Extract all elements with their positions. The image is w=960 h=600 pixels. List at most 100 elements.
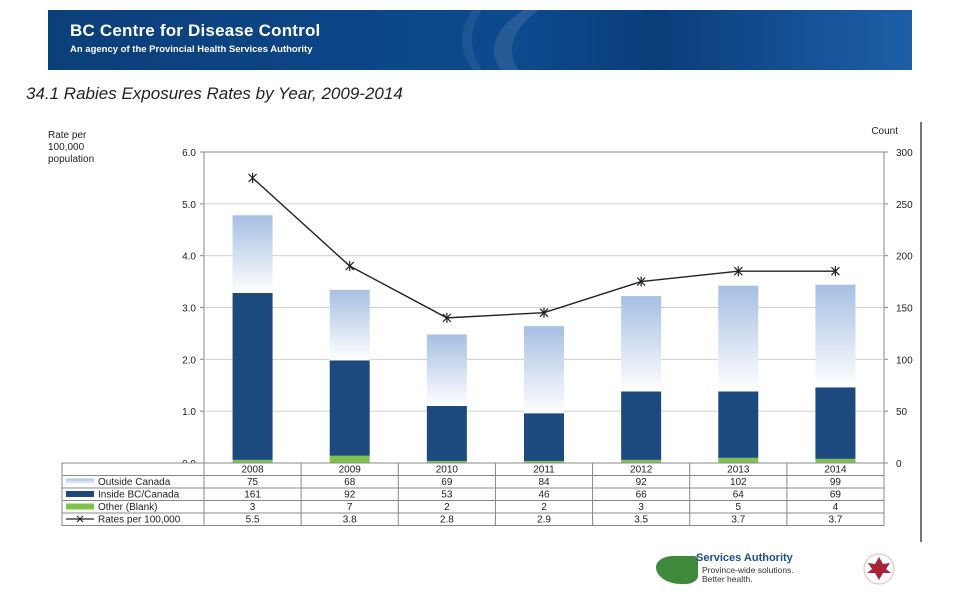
bar-outside-canada	[232, 215, 273, 293]
table-cell: 46	[538, 490, 550, 501]
y-tick-right: 250	[896, 200, 913, 211]
table-cell: 3	[638, 502, 644, 513]
table-cell: 66	[636, 490, 648, 501]
bar-other-blank	[329, 455, 370, 463]
table-cell: 5.5	[246, 515, 260, 526]
phsa-logo: Services Authority Province-wide solutio…	[654, 552, 814, 586]
x-tick-label: 2009	[339, 465, 362, 476]
y-tick-right: 300	[896, 148, 913, 159]
rate-point	[539, 307, 549, 318]
table-cell: 68	[344, 477, 356, 488]
bar-other-blank	[718, 457, 759, 463]
rate-point	[442, 312, 452, 323]
legend-label: Rates per 100,000	[98, 515, 181, 526]
table-cell: 92	[636, 477, 648, 488]
x-tick-label: 2013	[727, 465, 750, 476]
y-tick-left: 2.0	[182, 355, 196, 366]
table-cell: 2.8	[440, 515, 454, 526]
x-tick-label: 2014	[824, 465, 847, 476]
bar-outside-canada	[815, 284, 856, 388]
table-cell: 99	[830, 477, 842, 488]
bar-inside-bc-canada	[621, 391, 662, 460]
legend-marker	[76, 515, 84, 523]
table-cell: 3.7	[731, 515, 745, 526]
y-tick-right: 100	[896, 355, 913, 366]
bar-other-blank	[815, 458, 856, 463]
divider	[920, 122, 922, 542]
table-cell: 53	[441, 490, 453, 501]
table-cell: 3	[250, 502, 256, 513]
table-cell: 161	[244, 490, 261, 501]
bar-other-blank	[232, 459, 273, 463]
y-axis-label-left: 100,000	[48, 142, 85, 153]
x-tick-label: 2011	[533, 465, 555, 476]
y-tick-left: 5.0	[182, 200, 196, 211]
bar-inside-bc-canada	[524, 413, 564, 461]
table-cell: 5	[736, 502, 742, 513]
legend-label: Other (Blank)	[98, 502, 157, 513]
y-tick-left: 1.0	[182, 407, 196, 418]
table-cell: 2.9	[537, 515, 551, 526]
banner-decoration	[462, 10, 832, 70]
bar-inside-bc-canada	[815, 387, 856, 459]
y-tick-left: 3.0	[182, 304, 196, 315]
table-cell: 69	[830, 490, 842, 501]
bar-inside-bc-canada	[232, 292, 273, 460]
table-cell: 4	[833, 502, 839, 513]
table-cell: 92	[344, 490, 356, 501]
x-tick-label: 2010	[436, 465, 459, 476]
bar-outside-canada	[329, 289, 370, 361]
table-cell: 3.7	[828, 515, 842, 526]
table-cell: 84	[538, 477, 550, 488]
y-axis-label-left: Rate per	[48, 130, 87, 141]
header-banner: BC Centre for Disease Control An agency …	[48, 10, 912, 70]
table-cell: 2	[541, 502, 547, 513]
bar-inside-bc-canada	[426, 405, 467, 461]
page-title: 34.1 Rabies Exposures Rates by Year, 200…	[26, 84, 403, 103]
table-cell: 3.5	[634, 515, 648, 526]
bar-inside-bc-canada	[718, 391, 759, 458]
rate-point	[636, 276, 646, 287]
y-tick-right: 0	[896, 459, 902, 470]
bar-other-blank	[426, 460, 467, 463]
legend-swatch	[66, 503, 94, 510]
seal-icon	[863, 553, 895, 585]
table-cell: 64	[733, 490, 745, 501]
bar-outside-canada	[524, 326, 564, 414]
footer-tagline: Province-wide solutions.	[702, 565, 794, 575]
y-tick-left: 4.0	[182, 252, 196, 263]
footer-tagline: Better health.	[702, 574, 753, 584]
x-tick-label: 2008	[241, 465, 264, 476]
legend-swatch	[66, 491, 94, 497]
y-tick-right: 50	[896, 407, 908, 418]
bar-outside-canada	[621, 296, 662, 392]
table-cell: 69	[441, 477, 453, 488]
y-tick-right: 150	[896, 304, 913, 315]
org-title: BC Centre for Disease Control	[70, 21, 321, 40]
table-cell: 102	[730, 477, 747, 488]
bar-outside-canada	[718, 285, 759, 392]
bar-other-blank	[524, 460, 564, 463]
bc-map-icon	[656, 556, 698, 584]
table-cell: 75	[247, 477, 259, 488]
table-cell: 2	[444, 502, 450, 513]
rate-point	[733, 266, 743, 277]
org-subtitle: An agency of the Provincial Health Servi…	[70, 44, 313, 55]
legend-label: Outside Canada	[98, 477, 171, 488]
x-tick-label: 2012	[630, 465, 653, 476]
table-cell: 3.8	[343, 515, 357, 526]
y-tick-right: 200	[896, 252, 913, 263]
table-cell: 7	[347, 502, 353, 513]
bar-other-blank	[621, 459, 662, 463]
y-axis-label-right: Count	[871, 126, 898, 137]
rate-point	[345, 261, 355, 272]
legend-line-key	[66, 515, 94, 523]
legend-label: Inside BC/Canada	[98, 490, 180, 501]
rate-point	[831, 266, 840, 277]
y-axis-label-left: population	[48, 154, 94, 165]
y-tick-left: 6.0	[182, 148, 196, 159]
bar-outside-canada	[426, 334, 467, 406]
legend-swatch	[66, 478, 94, 485]
footer-org-name: Services Authority	[696, 552, 793, 564]
